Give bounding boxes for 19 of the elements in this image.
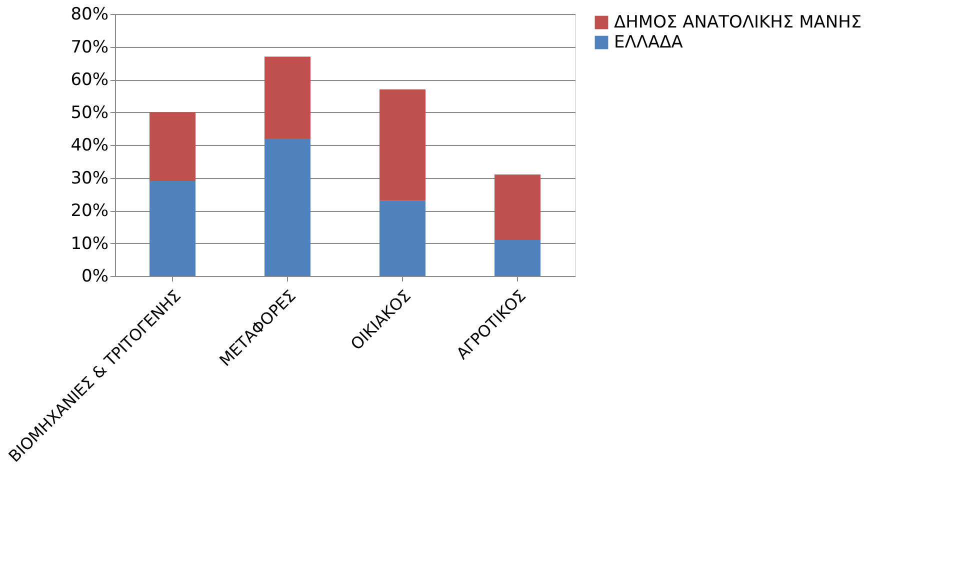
bar: [494, 240, 540, 276]
y-tick-label: 70%: [70, 37, 108, 58]
bar: [264, 138, 310, 276]
y-tick-label: 40%: [70, 136, 108, 156]
bar: [494, 174, 540, 240]
bar: [380, 200, 426, 276]
y-tick-label: 80%: [70, 4, 108, 24]
bar: [380, 89, 426, 201]
bar: [264, 56, 310, 138]
legend-label: ΕΛΛΑΔΑ: [614, 32, 684, 52]
bar: [150, 181, 196, 276]
y-tick-label: 50%: [70, 102, 108, 123]
legend-label: ΔΗΜΟΣ ΑΝΑΤΟΛΙΚΗΣ ΜΑΝΗΣ: [614, 12, 862, 32]
y-tick-label: 20%: [70, 201, 108, 221]
y-tick-label: 60%: [70, 70, 108, 90]
bar: [150, 112, 196, 182]
y-tick-label: 0%: [82, 266, 108, 286]
y-tick-label: 10%: [70, 234, 108, 254]
y-tick-label: 30%: [70, 168, 108, 188]
